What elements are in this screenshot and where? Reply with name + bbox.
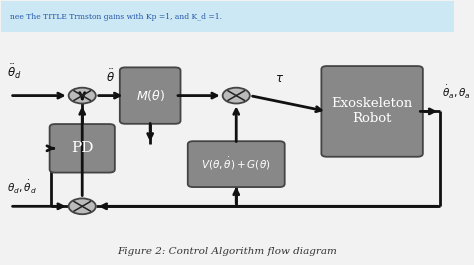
Text: $M(\theta)$: $M(\theta)$: [136, 88, 165, 103]
FancyBboxPatch shape: [120, 67, 181, 124]
Circle shape: [69, 88, 96, 104]
FancyBboxPatch shape: [188, 141, 285, 187]
FancyBboxPatch shape: [321, 66, 423, 157]
FancyBboxPatch shape: [0, 1, 454, 32]
Text: $\theta_d,\dot{\theta}_d$: $\theta_d,\dot{\theta}_d$: [8, 179, 37, 196]
Text: $V(\theta,\dot{\theta})+G(\theta)$: $V(\theta,\dot{\theta})+G(\theta)$: [201, 156, 271, 172]
Text: PD: PD: [71, 141, 93, 155]
Text: Exoskeleton
Robot: Exoskeleton Robot: [331, 98, 413, 125]
Text: $\ddot{\theta}$: $\ddot{\theta}$: [106, 69, 115, 85]
Text: $\ddot{\theta}_d$: $\ddot{\theta}_d$: [8, 63, 22, 81]
Text: $\tau$: $\tau$: [275, 72, 284, 85]
Text: nee The TITLE Trmston gains with Kp =1, and K_d =1.: nee The TITLE Trmston gains with Kp =1, …: [10, 12, 222, 20]
Text: $\dot{\theta}_a,\theta_a$: $\dot{\theta}_a,\theta_a$: [442, 84, 471, 101]
Text: Figure 2: Control Algorithm flow diagram: Figure 2: Control Algorithm flow diagram: [117, 248, 337, 257]
Circle shape: [69, 198, 96, 214]
FancyBboxPatch shape: [50, 124, 115, 173]
Circle shape: [223, 88, 250, 104]
